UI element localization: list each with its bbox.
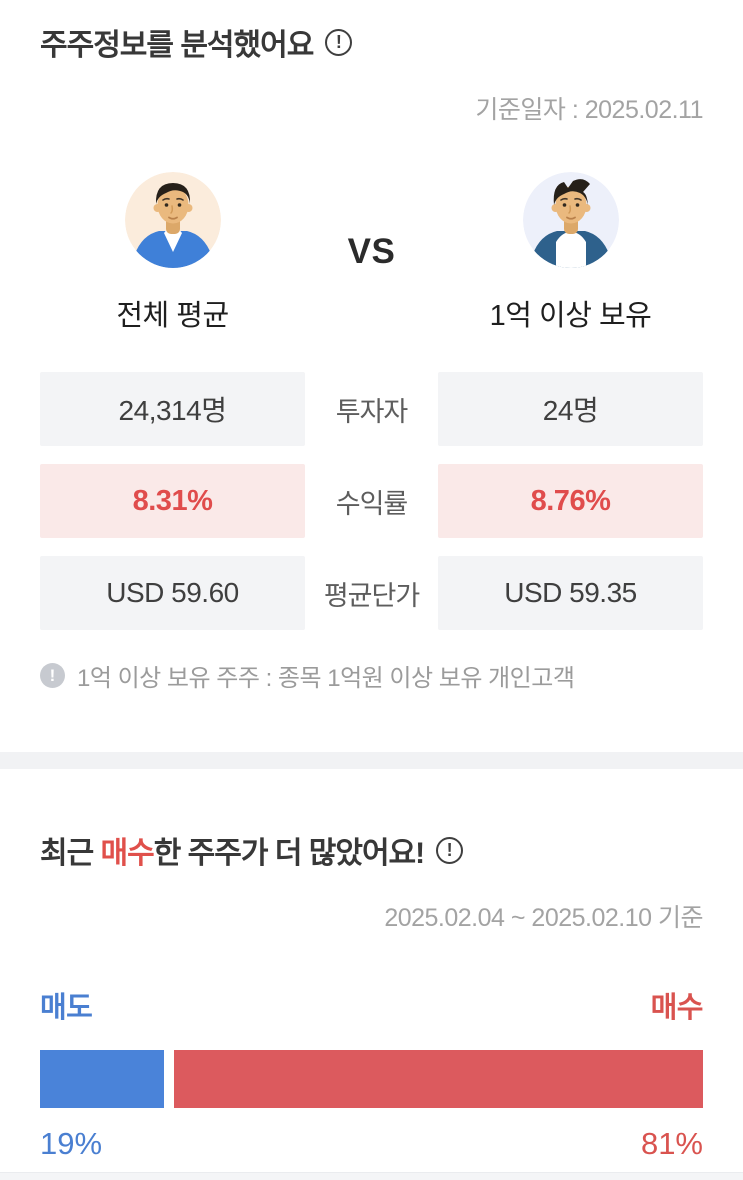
comparison-row: 전체 평균 VS: [40, 172, 703, 334]
footnote-row: ! 1억 이상 보유 주주 : 종목 1억원 이상 보유 개인고객: [40, 658, 703, 693]
vs-cell: VS: [305, 172, 438, 334]
sell-label: 매도: [40, 992, 93, 1024]
section2-title-suffix: 한 주주가 더 많았어요!: [153, 837, 425, 870]
metric-label-return: 수익률: [335, 488, 409, 519]
footnote-text: 1억 이상 보유 주주 : 종목 1억원 이상 보유 개인고객: [77, 665, 575, 692]
table-row-avg-price: USD 59.60 평균단가 USD 59.35: [40, 556, 703, 630]
persona-large-holder: 1억 이상 보유: [438, 172, 703, 334]
section1-header: 주주정보를 분석했어요 !: [40, 20, 703, 64]
buy-label: 매수: [650, 992, 704, 1024]
shareholder-info-section: 주주정보를 분석했어요 ! 기준일자 : 2025.02.11: [0, 20, 743, 693]
large-holder-investors-value: 24명: [438, 372, 703, 446]
average-investors-value: 24,314명: [40, 372, 305, 446]
table-row-investors: 24,314명 투자자 24명: [40, 372, 703, 446]
average-return-value: 8.31%: [40, 464, 305, 538]
section2-title: 최근 매수한 주주가 더 많았어요!: [40, 828, 425, 872]
average-group-label: 전체 평균: [116, 300, 229, 332]
section-divider: [0, 752, 743, 769]
base-date: 기준일자 : 2025.02.11: [475, 96, 703, 124]
info-circle-icon[interactable]: !: [325, 28, 353, 56]
persona-average: 전체 평균: [40, 172, 305, 334]
section2-title-highlight: 매수: [100, 837, 155, 870]
large-holder-group-label: 1억 이상 보유: [489, 300, 652, 332]
exclamation-circle-icon: !: [40, 663, 65, 688]
info-circle-icon-2[interactable]: !: [436, 836, 464, 864]
metric-label-avg-price: 평균단가: [323, 580, 420, 611]
large-holder-avatar: [522, 172, 619, 268]
section2-title-prefix: 최근: [40, 837, 101, 870]
buy-sell-ratio-bar: [40, 1050, 703, 1108]
trading-ratio-section: 최근 매수한 주주가 더 많았어요! ! 2025.02.04 ~ 2025.0…: [0, 828, 743, 1162]
large-holder-return-value: 8.76%: [438, 464, 703, 538]
buy-bar: [174, 1050, 703, 1108]
period-label: 2025.02.04 ~ 2025.02.10 기준: [384, 904, 703, 932]
sell-bar: [40, 1050, 165, 1108]
metric-table: 24,314명 투자자 24명 8.31% 수익률 8.76% USD 59.6…: [40, 372, 703, 630]
average-investor-avatar: [124, 172, 221, 268]
metric-label-investors: 투자자: [335, 396, 409, 427]
next-section-divider: [0, 1172, 743, 1180]
sell-percent: 19%: [40, 1126, 103, 1161]
bar-labels-row: 매도 매수: [40, 984, 704, 1026]
table-row-return: 8.31% 수익률 8.76%: [40, 464, 703, 538]
average-price-value: USD 59.60: [40, 556, 305, 630]
section2-header: 최근 매수한 주주가 더 많았어요! !: [40, 828, 703, 872]
buy-percent: 81%: [640, 1126, 703, 1161]
large-holder-price-value: USD 59.35: [438, 556, 703, 630]
bar-percents-row: 19% 81%: [40, 1126, 703, 1162]
vs-label: VS: [347, 232, 396, 271]
section1-title: 주주정보를 분석했어요: [40, 29, 314, 62]
